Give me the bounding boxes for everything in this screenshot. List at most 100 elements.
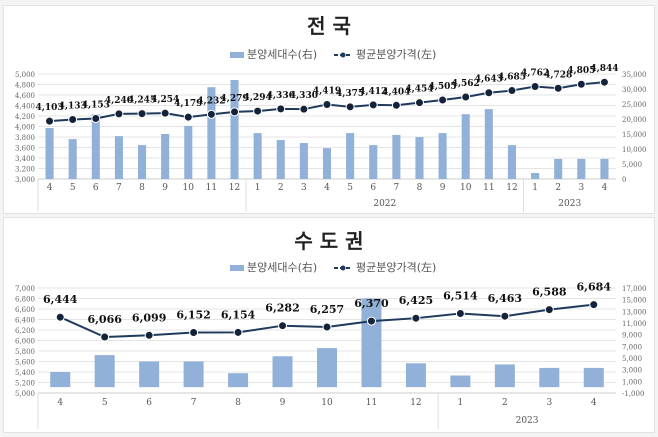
year-label: 2023 xyxy=(516,416,539,426)
bar-units xyxy=(299,143,308,179)
right-axis-tick: 10,000 xyxy=(622,146,647,154)
chart-panel-capital: 수 도 권 분양세대수(右) 평균분양가격(左) 5,000 5,200 5,400 5,6… xyxy=(3,217,655,433)
category-label: 9 xyxy=(280,398,286,408)
price-data-label: 6,282 xyxy=(265,302,299,315)
bar-units xyxy=(316,348,338,388)
category-label: 6 xyxy=(146,398,152,408)
price-point xyxy=(530,81,540,91)
price-data-label: 6,514 xyxy=(443,290,478,303)
price-point xyxy=(137,109,147,119)
right-axis-tick: 35,000 xyxy=(622,71,647,79)
price-point xyxy=(189,328,199,338)
right-axis-tick: 11,000 xyxy=(622,320,647,328)
price-point xyxy=(160,108,170,118)
right-axis-tick: 5,000 xyxy=(622,355,642,363)
left-axis-tick: 7,000 xyxy=(15,285,35,293)
left-axis-tick: 5,600 xyxy=(15,359,35,367)
bar-units xyxy=(577,158,586,179)
category-label: 8 xyxy=(417,183,423,193)
category-label: 8 xyxy=(235,398,241,408)
price-data-label: 4,179 xyxy=(174,99,202,109)
price-point xyxy=(589,300,599,310)
bar-units xyxy=(139,361,160,388)
bar-units xyxy=(207,87,216,179)
category-label: 12 xyxy=(229,183,240,193)
bar-units xyxy=(539,367,560,388)
chart-title: 전 국 xyxy=(307,14,351,38)
price-data-label: 4,404 xyxy=(382,87,410,97)
right-axis-tick: 15,000 xyxy=(622,297,647,305)
category-label: 5 xyxy=(102,398,108,408)
left-axis-tick: 6,400 xyxy=(15,317,35,325)
category-label: 10 xyxy=(321,398,333,408)
left-axis-tick: 4,400 xyxy=(15,103,35,111)
price-point xyxy=(455,309,465,319)
bar-units xyxy=(405,363,426,388)
price-data-label: 4,562 xyxy=(452,79,480,89)
price-data-label: 4,240 xyxy=(105,96,133,106)
category-label: 1 xyxy=(532,183,538,193)
price-point xyxy=(553,83,563,93)
bar-units xyxy=(183,361,204,388)
category-label: 4 xyxy=(57,398,63,408)
right-axis-tick: 30,000 xyxy=(622,86,647,94)
price-data-label: 4,254 xyxy=(151,95,179,105)
left-axis-tick: 3,800 xyxy=(15,134,35,142)
bar-units xyxy=(531,173,540,179)
price-data-label: 6,066 xyxy=(87,313,122,326)
bar-units xyxy=(94,355,115,388)
price-point xyxy=(414,98,424,108)
bar-units xyxy=(68,139,77,179)
price-point xyxy=(276,104,286,114)
price-data-label: 6,152 xyxy=(176,309,210,322)
price-point xyxy=(368,100,378,110)
price-point xyxy=(100,332,110,342)
left-axis-tick: 3,400 xyxy=(15,155,35,163)
price-data-label: 6,257 xyxy=(310,303,344,316)
legend-bar-icon xyxy=(230,52,244,58)
category-label: 4 xyxy=(591,398,597,408)
price-point xyxy=(484,88,494,98)
left-axis-tick: 5,000 xyxy=(15,390,35,398)
bar-units xyxy=(438,133,447,179)
bar-units xyxy=(137,145,147,179)
price-data-label: 4,762 xyxy=(521,68,549,78)
price-data-label: 6,370 xyxy=(354,297,389,310)
price-point xyxy=(55,312,65,322)
price-point xyxy=(45,116,55,126)
left-axis-tick: 4,800 xyxy=(15,82,35,90)
left-axis-tick: 3,600 xyxy=(15,145,35,153)
price-point xyxy=(183,112,193,122)
category-label: 1 xyxy=(255,183,261,193)
left-axis-tick: 4,200 xyxy=(15,113,35,121)
category-label: 4 xyxy=(47,183,53,193)
legend-entry-line: 평균분양가격(左) xyxy=(356,48,436,61)
bar-units xyxy=(91,114,100,179)
price-point xyxy=(230,107,240,117)
year-label: 2022 xyxy=(373,199,396,209)
right-axis-tick: -1,000 xyxy=(622,390,644,398)
left-axis-tick: 3,200 xyxy=(15,166,35,174)
left-axis-tick: 6,600 xyxy=(15,306,35,314)
price-point xyxy=(322,322,332,332)
bar-units xyxy=(253,133,262,179)
price-point xyxy=(599,77,609,87)
price-point xyxy=(576,79,586,89)
category-label: 7 xyxy=(191,398,197,408)
price-point xyxy=(278,321,288,331)
price-data-label: 4,245 xyxy=(128,96,156,106)
price-point xyxy=(68,115,78,125)
price-data-label: 6,099 xyxy=(132,311,166,324)
price-point xyxy=(507,86,517,96)
price-data-label: 4,336 xyxy=(267,91,295,101)
legend-marker-icon xyxy=(340,265,346,271)
right-axis-tick: 1,000 xyxy=(622,378,642,386)
bar-units xyxy=(369,145,378,179)
right-axis-tick: 3,000 xyxy=(622,367,642,375)
right-axis-tick: 5,000 xyxy=(622,161,642,169)
price-point xyxy=(299,104,309,114)
category-label: 2 xyxy=(502,398,508,408)
price-data-label: 6,444 xyxy=(43,293,78,306)
price-data-label: 4,505 xyxy=(429,82,457,92)
